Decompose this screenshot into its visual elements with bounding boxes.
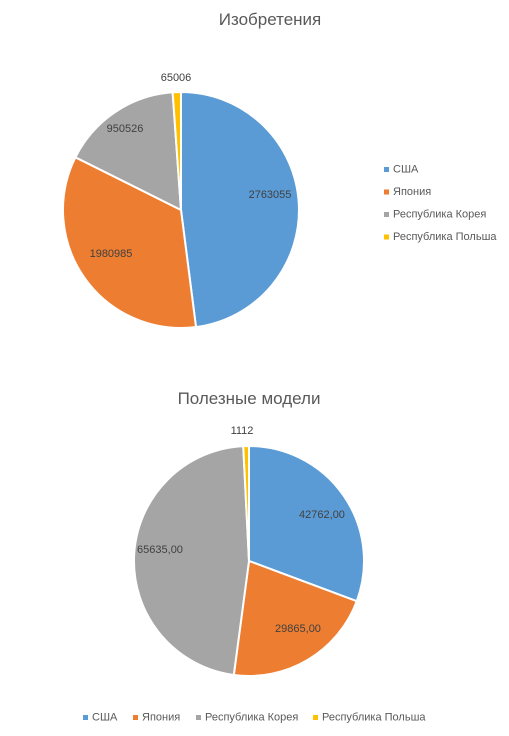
legend-label: Япония (142, 712, 180, 724)
legend-marker (384, 234, 389, 240)
pie-slice-poland (171, 90, 182, 211)
chart-title: Изобретения (219, 10, 322, 29)
data-label-usa: 2763055 (249, 189, 292, 201)
legend-marker (196, 715, 201, 720)
legend-label: Республика Польша (393, 231, 497, 243)
pie-slice-korea (132, 445, 251, 677)
legend-marker (384, 189, 389, 195)
pie-slices (62, 90, 300, 329)
chart-title: Полезные модели (178, 389, 321, 408)
data-label-korea: 65635,00 (137, 544, 183, 556)
data-label-japan: 1980985 (90, 248, 133, 260)
legend-marker (133, 715, 138, 720)
legend-marker (313, 715, 318, 720)
legend-label: Япония (393, 186, 431, 198)
legend-marker (83, 715, 88, 720)
data-label-japan: 29865,00 (275, 623, 321, 635)
legend: США Япония Республика Корея Республика Поль… (384, 164, 497, 243)
pie-slice-japan (62, 155, 198, 329)
data-labels: 2763055 1980985 950526 65006 (90, 72, 292, 260)
chart-inventions: Изобретения 2763055 1980985 950526 65006 СШ… (62, 10, 497, 329)
legend-label: Республика Корея (205, 712, 298, 724)
pie-slice-japan (232, 559, 359, 677)
pie-slice-korea (74, 91, 183, 212)
legend: США Япония Республика Корея Республика Поль… (83, 712, 426, 724)
pie-slices (132, 444, 365, 677)
pie-slice-usa (180, 90, 300, 329)
legend-label: США (393, 164, 419, 176)
legend-label: Республика Польша (322, 712, 426, 724)
legend-item-poland: Республика Польша (384, 231, 497, 243)
legend-item-usa: США (384, 164, 419, 176)
legend-item-korea: Республика Корея (196, 712, 298, 724)
legend-label: Республика Корея (393, 209, 486, 221)
data-labels: 42762,00 29865,00 65635,00 1112 (137, 425, 345, 635)
data-label-usa: 42762,00 (299, 509, 345, 521)
legend-item-poland: Республика Польша (313, 712, 426, 724)
legend-item-japan: Япония (133, 712, 180, 724)
legend-item-japan: Япония (384, 186, 431, 198)
chart-utility-models: Полезные модели 42762,00 29865,00 65635,00… (83, 389, 426, 724)
data-label-poland: 1112 (231, 425, 254, 437)
pie-slice-usa (248, 444, 365, 603)
pie-slice-poland (242, 444, 250, 562)
legend-marker (384, 212, 389, 217)
data-label-korea: 950526 (107, 123, 144, 135)
legend-label: США (92, 712, 118, 724)
legend-item-usa: США (83, 712, 118, 724)
legend-marker (384, 167, 389, 172)
legend-item-korea: Республика Корея (384, 209, 486, 221)
data-label-poland: 65006 (161, 72, 192, 84)
